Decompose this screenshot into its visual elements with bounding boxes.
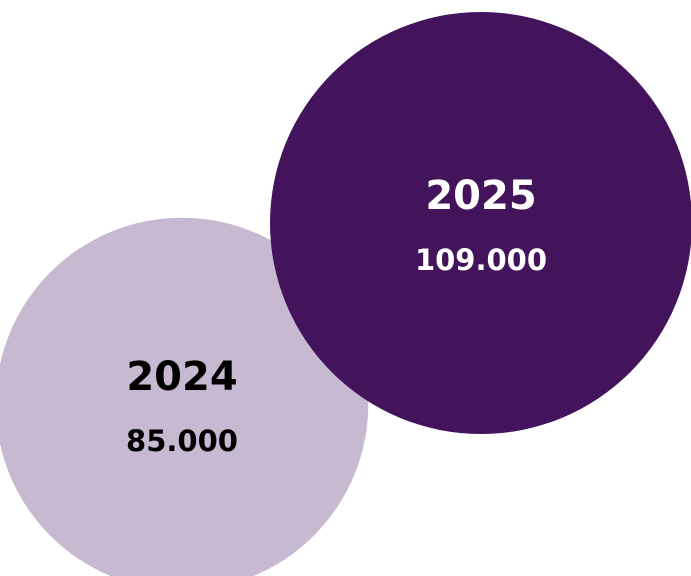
bubble-2025 [270, 12, 691, 434]
bubble-2025-year-label: 2025 [425, 173, 536, 219]
bubble-2024 [0, 217, 369, 576]
bubble-2024-value-label: 85.000 [126, 424, 238, 458]
bubble-2024-year-label: 2024 [126, 354, 237, 400]
bubble-2025-value-label: 109.000 [415, 243, 547, 277]
